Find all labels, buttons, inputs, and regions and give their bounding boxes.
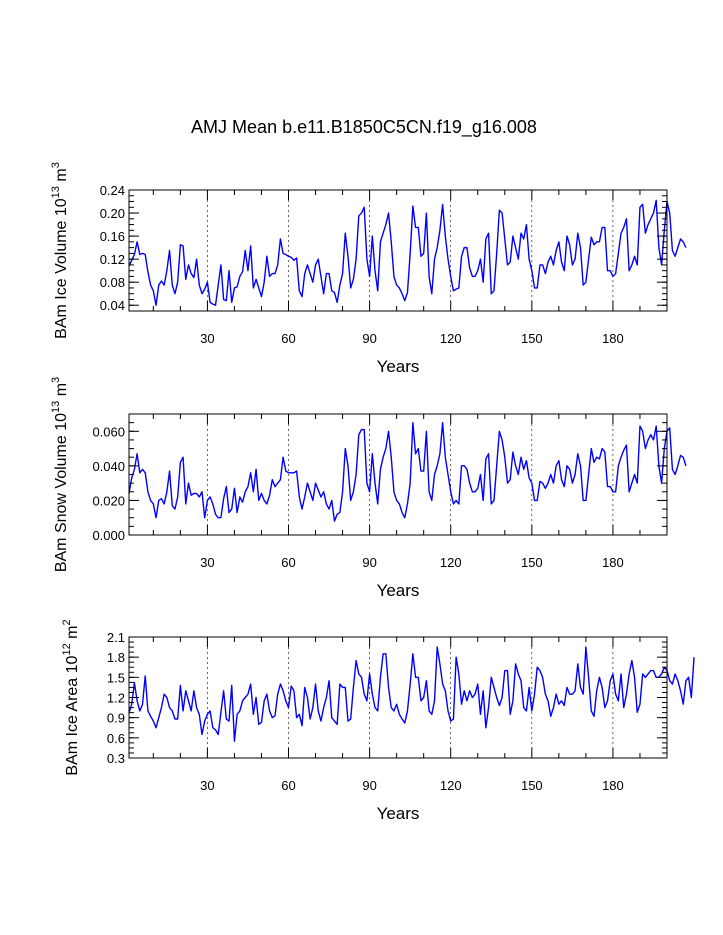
- series-line: [128, 421, 687, 522]
- panel-1: 0.04 0.08 0.12 0.16 0.20 0.24 30 60 90 120 150 180 Y…: [50, 162, 687, 376]
- y-axis-title-text: m: [53, 383, 70, 401]
- x-tick-label: 30: [200, 331, 214, 346]
- y-axis-title-exponent: 3: [50, 162, 62, 168]
- x-tick-label: 60: [281, 331, 295, 346]
- x-axis-title: Years: [377, 357, 420, 376]
- x-tick-label: 60: [281, 555, 295, 570]
- series-line: [128, 199, 687, 306]
- y-tick-label: 0.24: [100, 183, 125, 198]
- y-tick-label: 1.2: [107, 691, 125, 706]
- x-tick-label: 90: [362, 331, 376, 346]
- y-tick-label: 1.8: [107, 650, 125, 665]
- y-tick-label: 0.040: [92, 459, 125, 474]
- y-axis-title-exponent: 13: [50, 401, 62, 413]
- y-tick-label: 1.5: [107, 670, 125, 685]
- y-axis-title-exponent: 2: [61, 619, 73, 625]
- x-axis-title: Years: [377, 581, 420, 600]
- y-tick-label: 0.000: [92, 528, 125, 543]
- x-tick-label: 180: [602, 331, 624, 346]
- x-tick-label: 150: [521, 778, 543, 793]
- y-axis-title-exponent: 3: [50, 377, 62, 383]
- plot-frame: [128, 413, 668, 536]
- y-tick-label: 0.20: [100, 206, 125, 221]
- y-tick-label: 0.9: [107, 711, 125, 726]
- chart-title: AMJ Mean b.e11.B1850C5CN.f19_g16.008: [191, 117, 537, 138]
- y-tick-label: 0.12: [100, 252, 125, 267]
- y-axis-title-text: BAm Snow Volume 10: [53, 413, 70, 572]
- x-axis-title: Years: [377, 804, 420, 823]
- x-tick-label: 180: [602, 555, 624, 570]
- x-tick-label: 90: [362, 778, 376, 793]
- y-tick-label: 2.1: [107, 630, 125, 645]
- panels-group: 0.04 0.08 0.12 0.16 0.20 0.24 30 60 90 120 150 180 Y…: [50, 162, 695, 823]
- y-axis-title: BAm Ice Volume 1013 m3: [50, 162, 70, 339]
- x-tick-label: 60: [281, 778, 295, 793]
- y-tick-label: 0.020: [92, 493, 125, 508]
- x-tick-label: 150: [521, 331, 543, 346]
- series-line: [128, 646, 695, 742]
- x-tick-label: 90: [362, 555, 376, 570]
- y-axis-title-exponent: 12: [61, 643, 73, 655]
- y-axis-title: BAm Snow Volume 1013 m3: [50, 377, 70, 572]
- x-tick-label: 30: [200, 778, 214, 793]
- x-tick-label: 180: [602, 778, 624, 793]
- x-tick-label: 120: [440, 778, 462, 793]
- panel-3: 0.3 0.6 0.9 1.2 1.5 1.8 2.1 30 60 90 120 150 180 Year…: [61, 619, 695, 823]
- y-axis-title-text: BAm Ice Area 10: [64, 655, 81, 775]
- y-tick-label: 0.04: [100, 298, 125, 313]
- y-tick-label: 0.16: [100, 229, 125, 244]
- y-tick-label: 0.6: [107, 731, 125, 746]
- y-axis-title-text: BAm Ice Volume 10: [53, 198, 70, 339]
- x-tick-label: 120: [440, 331, 462, 346]
- x-tick-label: 120: [440, 555, 462, 570]
- y-tick-label: 0.060: [92, 424, 125, 439]
- y-axis-title: BAm Ice Area 1012 m2: [61, 619, 81, 775]
- x-tick-label: 30: [200, 555, 214, 570]
- plot-frame: [128, 189, 668, 312]
- panel-2: 0.000 0.020 0.040 0.060 30 60 90 120 150 180 Years…: [50, 377, 687, 600]
- y-axis-title-exponent: 13: [50, 186, 62, 198]
- x-tick-label: 150: [521, 555, 543, 570]
- y-tick-label: 0.08: [100, 275, 125, 290]
- y-tick-label: 0.3: [107, 751, 125, 766]
- y-axis-title-text: m: [64, 626, 81, 644]
- y-axis-title-text: m: [53, 168, 70, 186]
